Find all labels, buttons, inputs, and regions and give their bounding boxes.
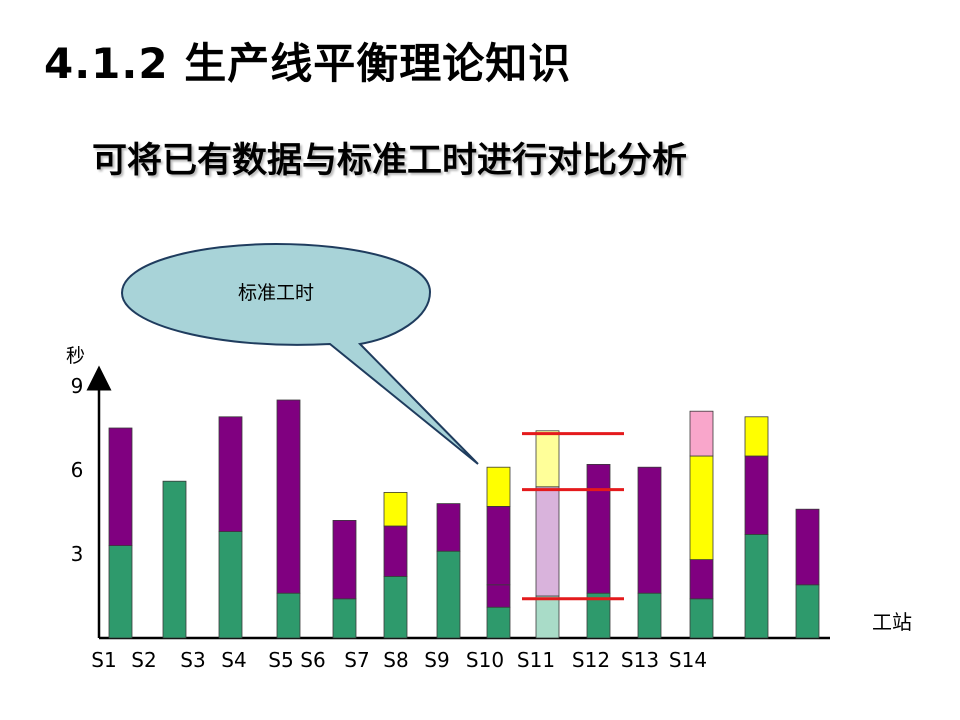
bar-3-segment-2 (218, 416, 243, 532)
bar-12-segment-4 (689, 410, 714, 457)
y-tick-label-3: 3 (71, 542, 84, 566)
x-tick-label-s12: S12 (572, 648, 610, 672)
x-tick-label-s3: S3 (180, 648, 205, 672)
x-axis-label: 工站 (872, 610, 912, 634)
bar-6-segment-1 (383, 576, 408, 639)
bar-11-segment-1 (637, 592, 662, 639)
bar-2-segment-1 (162, 480, 187, 639)
x-tick-label-s6: S6 (300, 648, 325, 672)
bar-4-segment-1 (276, 592, 301, 639)
bar-13-segment-3 (744, 416, 769, 457)
bar-8-segment-4 (486, 466, 511, 507)
bar-1-segment-1 (108, 545, 133, 639)
bar-4-segment-2 (276, 399, 301, 594)
bar-13-segment-2 (744, 455, 769, 535)
x-tick-label-s7: S7 (344, 648, 369, 672)
bar-8-segment-3 (486, 505, 511, 586)
bar-13-segment-1 (744, 534, 769, 639)
x-tick-label-s14: S14 (669, 648, 707, 672)
bar-12-segment-3 (689, 455, 714, 560)
bar-10-segment-2 (586, 463, 611, 594)
bar-12-segment-2 (689, 559, 714, 600)
x-tick-label-s9: S9 (424, 648, 449, 672)
bar-5-segment-1 (332, 598, 357, 639)
bar-1-segment-2 (108, 427, 133, 546)
callout-text: 标准工时 (238, 282, 314, 304)
y-tick-label-6: 6 (71, 458, 84, 482)
y-axis-label: 秒 (66, 345, 85, 367)
bar-9-segment-2 (535, 486, 560, 597)
bar-5-segment-2 (332, 520, 357, 600)
bar-11-segment-2 (637, 466, 662, 594)
bar-6-segment-3 (383, 491, 408, 527)
bar-6-segment-2 (383, 525, 408, 577)
bar-14-segment-1 (795, 584, 820, 639)
x-tick-label-s8: S8 (383, 648, 408, 672)
standard-time-callout (120, 242, 479, 465)
x-tick-label-s13: S13 (621, 648, 659, 672)
x-tick-label-s11: S11 (517, 648, 555, 672)
slide-subtitle: 可将已有数据与标准工时进行对比分析 (92, 141, 688, 181)
bar-12-segment-1 (689, 598, 714, 639)
x-tick-label-s10: S10 (466, 648, 504, 672)
bar-7-segment-2 (436, 503, 461, 552)
bar-14-segment-2 (795, 508, 820, 586)
bar-7-segment-1 (436, 550, 461, 639)
bar-8-segment-1 (486, 606, 511, 639)
x-tick-label-s5: S5 (268, 648, 293, 672)
x-tick-label-s4: S4 (221, 648, 246, 672)
bar-9-segment-1 (535, 595, 560, 639)
bar-9-segment-3 (535, 430, 560, 488)
slide-title: 4.1.2 生产线平衡理论知识 (44, 39, 572, 88)
bar-3-segment-1 (218, 531, 243, 639)
y-tick-label-9: 9 (71, 374, 84, 398)
bar-8-segment-2 (486, 584, 511, 608)
x-tick-label-s2: S2 (131, 648, 156, 672)
x-tick-label-s1: S1 (91, 648, 116, 672)
